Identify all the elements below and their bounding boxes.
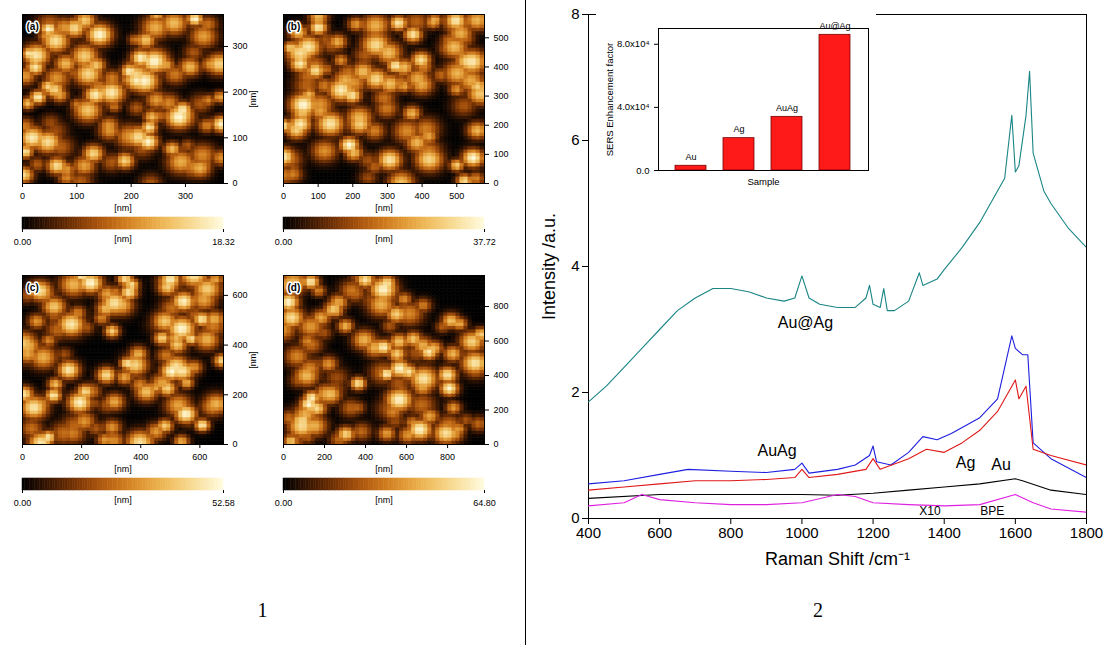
svg-text:400: 400 xyxy=(358,452,373,462)
svg-text:200: 200 xyxy=(345,191,360,201)
svg-text:Au: Au xyxy=(685,152,696,162)
svg-text:200: 200 xyxy=(74,452,89,462)
svg-text:18.32: 18.32 xyxy=(212,237,235,247)
svg-text:AuAg: AuAg xyxy=(776,103,798,113)
svg-text:100: 100 xyxy=(69,191,84,201)
svg-text:(a): (a) xyxy=(27,21,39,32)
svg-text:[nm]: [nm] xyxy=(248,90,258,108)
svg-text:8: 8 xyxy=(571,5,579,22)
svg-text:0.00: 0.00 xyxy=(275,237,293,247)
svg-text:8.0x10⁴: 8.0x10⁴ xyxy=(617,38,650,49)
svg-text:400: 400 xyxy=(494,62,509,72)
svg-text:37.72: 37.72 xyxy=(473,237,496,247)
svg-text:300: 300 xyxy=(233,41,248,51)
svg-text:SERS Enhancement factor: SERS Enhancement factor xyxy=(604,43,615,157)
svg-text:0: 0 xyxy=(233,439,238,449)
svg-text:100: 100 xyxy=(311,191,326,201)
svg-text:400: 400 xyxy=(133,452,148,462)
svg-text:0: 0 xyxy=(281,452,286,462)
svg-text:[nm]: [nm] xyxy=(114,234,132,244)
svg-text:800: 800 xyxy=(494,301,509,311)
svg-text:600: 600 xyxy=(233,290,248,300)
svg-text:BPE: BPE xyxy=(980,504,1004,518)
svg-text:64.80: 64.80 xyxy=(473,498,496,508)
svg-text:400: 400 xyxy=(576,524,601,541)
svg-text:AuAg: AuAg xyxy=(757,442,796,459)
svg-text:400: 400 xyxy=(415,191,430,201)
svg-text:4: 4 xyxy=(571,257,579,274)
svg-text:0: 0 xyxy=(494,439,499,449)
svg-text:500: 500 xyxy=(494,33,509,43)
svg-text:52.58: 52.58 xyxy=(212,498,235,508)
svg-text:[nm]: [nm] xyxy=(114,203,132,213)
svg-text:[nm]: [nm] xyxy=(248,351,258,369)
svg-text:Au@Ag: Au@Ag xyxy=(778,314,833,331)
svg-text:200: 200 xyxy=(494,120,509,130)
svg-text:200: 200 xyxy=(233,390,248,400)
svg-text:200: 200 xyxy=(233,87,248,97)
svg-text:600: 600 xyxy=(192,452,207,462)
svg-text:0: 0 xyxy=(20,452,25,462)
svg-text:0.00: 0.00 xyxy=(275,498,293,508)
svg-text:Au: Au xyxy=(991,456,1011,473)
svg-text:0.00: 0.00 xyxy=(14,498,32,508)
svg-text:0.00: 0.00 xyxy=(14,237,32,247)
svg-text:1000: 1000 xyxy=(785,524,818,541)
svg-text:300: 300 xyxy=(380,191,395,201)
svg-text:0: 0 xyxy=(281,191,286,201)
svg-text:1200: 1200 xyxy=(856,524,889,541)
svg-text:1800: 1800 xyxy=(1070,524,1103,541)
svg-text:600: 600 xyxy=(494,336,509,346)
svg-text:800: 800 xyxy=(718,524,743,541)
svg-text:Raman Shift /cm⁻¹: Raman Shift /cm⁻¹ xyxy=(765,549,910,569)
svg-text:100: 100 xyxy=(233,133,248,143)
svg-text:Ag: Ag xyxy=(733,124,744,134)
html-text:2: 2 xyxy=(813,598,823,621)
svg-text:200: 200 xyxy=(317,452,332,462)
svg-text:(c): (c) xyxy=(27,282,39,293)
svg-text:0: 0 xyxy=(20,191,25,201)
svg-text:X10: X10 xyxy=(919,504,941,518)
svg-text:Intensity /a.u.: Intensity /a.u. xyxy=(539,213,559,320)
html-text:1: 1 xyxy=(257,598,268,621)
svg-text:(d): (d) xyxy=(288,282,301,293)
svg-text:Au@Ag: Au@Ag xyxy=(819,21,850,31)
svg-text:600: 600 xyxy=(647,524,672,541)
svg-text:Ag: Ag xyxy=(956,454,976,471)
svg-text:6: 6 xyxy=(571,131,579,148)
svg-text:[nm]: [nm] xyxy=(114,464,132,474)
svg-text:200: 200 xyxy=(124,191,139,201)
svg-text:[nm]: [nm] xyxy=(114,495,132,505)
svg-text:600: 600 xyxy=(399,452,414,462)
svg-text:800: 800 xyxy=(440,452,455,462)
svg-text:0: 0 xyxy=(494,178,499,188)
svg-text:0.0: 0.0 xyxy=(636,165,649,176)
svg-text:200: 200 xyxy=(494,405,509,415)
svg-text:[nm]: [nm] xyxy=(375,234,393,244)
svg-text:(b): (b) xyxy=(288,21,301,32)
svg-text:400: 400 xyxy=(494,370,509,380)
svg-text:[nm]: [nm] xyxy=(375,495,393,505)
svg-text:4.0x10⁴: 4.0x10⁴ xyxy=(617,101,650,112)
svg-text:0: 0 xyxy=(233,178,238,188)
svg-text:[nm]: [nm] xyxy=(375,464,393,474)
svg-text:500: 500 xyxy=(449,191,464,201)
svg-text:100: 100 xyxy=(494,149,509,159)
svg-text:[nm]: [nm] xyxy=(375,203,393,213)
svg-text:Sample: Sample xyxy=(747,176,779,187)
svg-text:0: 0 xyxy=(571,509,580,527)
svg-text:400: 400 xyxy=(233,340,248,350)
svg-text:300: 300 xyxy=(494,91,509,101)
svg-text:1400: 1400 xyxy=(928,524,961,541)
svg-text:2: 2 xyxy=(571,383,579,400)
svg-text:300: 300 xyxy=(178,191,193,201)
svg-text:1600: 1600 xyxy=(999,524,1032,541)
